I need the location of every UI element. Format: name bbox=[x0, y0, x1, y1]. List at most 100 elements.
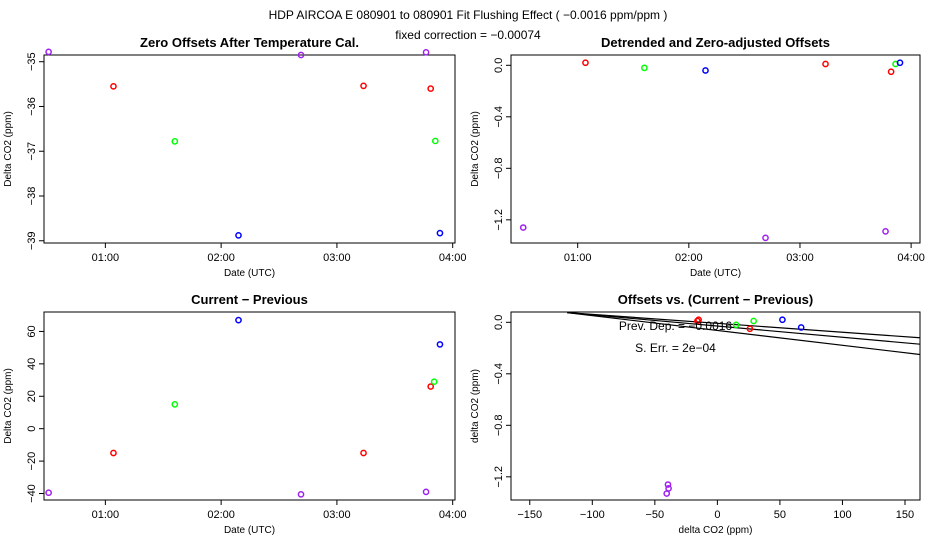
fit-line bbox=[567, 312, 920, 345]
x-axis-label: Date (UTC) bbox=[224, 268, 275, 279]
chart-current-previous: Current − Previous 01:00 02:00 03:00 04:00 60… bbox=[3, 292, 466, 536]
y-tick-label: 20 bbox=[26, 390, 38, 402]
y-tick-label: 60 bbox=[26, 325, 38, 337]
y-axis-label: delta CO2 (ppm) bbox=[470, 369, 481, 443]
data-point-purple bbox=[665, 485, 672, 492]
y-tick-label: 0.0 bbox=[493, 315, 505, 330]
chart-title: Detrended and Zero-adjusted Offsets bbox=[601, 35, 830, 50]
data-point-blue bbox=[779, 316, 786, 324]
x-tick-label: 150 bbox=[896, 509, 914, 521]
plot-frame bbox=[43, 311, 456, 501]
x-tick-label: 04:00 bbox=[439, 509, 467, 521]
x-tick-label: 03:00 bbox=[786, 252, 814, 264]
x-tick-label: 0 bbox=[714, 509, 720, 521]
y-tick-label: −40 bbox=[26, 484, 38, 503]
data-point-purple bbox=[422, 48, 430, 56]
data-point-red bbox=[360, 82, 367, 90]
data-point-red bbox=[694, 317, 701, 325]
data-point-blue bbox=[436, 341, 444, 348]
data-point-purple bbox=[422, 488, 430, 496]
x-tick-label: 50 bbox=[774, 509, 786, 521]
y-tick-label: −20 bbox=[26, 452, 38, 471]
data-point-red bbox=[887, 68, 895, 76]
x-axis-label: delta CO2 (ppm) bbox=[679, 525, 753, 536]
x-tick-label: −50 bbox=[646, 509, 665, 521]
data-point-red bbox=[822, 60, 829, 68]
x-tick-label: 02:00 bbox=[207, 252, 235, 264]
data-point-red bbox=[746, 325, 754, 333]
x-tick-label: 03:00 bbox=[323, 252, 351, 264]
data-point-blue bbox=[702, 67, 709, 74]
data-point-green bbox=[641, 64, 648, 72]
data-point-red bbox=[582, 59, 589, 67]
x-axis-label: Date (UTC) bbox=[690, 268, 741, 279]
plot-frame bbox=[43, 54, 456, 244]
figure-title: HDP AIRCOA E 080901 to 080901 Fit Flushi… bbox=[269, 8, 668, 22]
data-layer bbox=[567, 312, 920, 356]
x-tick-label: 01:00 bbox=[564, 252, 592, 264]
y-tick-label: −0.8 bbox=[493, 157, 505, 179]
data-point-green bbox=[171, 138, 179, 145]
x-tick-label: 01:00 bbox=[92, 509, 120, 521]
x-tick-label: 100 bbox=[833, 509, 851, 521]
chart-offsets-vs-diff: Offsets vs. (Current − Previous) −150 −100… bbox=[470, 292, 921, 536]
data-point-purple bbox=[45, 48, 52, 56]
data-point-green bbox=[431, 137, 439, 145]
y-axis-label: Delta CO2 (ppm) bbox=[470, 111, 481, 187]
data-point-blue bbox=[235, 232, 242, 239]
y-tick-label: 0.0 bbox=[493, 58, 505, 73]
y-tick-label: −0.4 bbox=[493, 363, 505, 385]
data-point-red bbox=[427, 383, 435, 390]
data-point-purple bbox=[297, 51, 305, 59]
x-tick-label: 02:00 bbox=[207, 509, 235, 521]
fit-line bbox=[567, 312, 920, 339]
x-tick-label: 04:00 bbox=[439, 252, 467, 264]
data-point-purple bbox=[664, 481, 672, 488]
chart-detrended: Detrended and Zero-adjusted Offsets 01:00… bbox=[470, 35, 925, 279]
data-point-purple bbox=[762, 234, 769, 242]
chart-zero-offsets: Zero Offsets After Temperature Cal. 01:00… bbox=[3, 35, 466, 279]
data-point-red bbox=[695, 316, 702, 324]
chart-title: Zero Offsets After Temperature Cal. bbox=[140, 35, 359, 50]
data-point-purple bbox=[882, 228, 889, 235]
chart-title: Current − Previous bbox=[191, 292, 308, 307]
y-tick-label: −0.4 bbox=[493, 106, 505, 128]
fit-annotation: Prev. Dep. = −0.0016 bbox=[619, 319, 733, 333]
data-point-blue bbox=[797, 324, 805, 331]
data-point-blue bbox=[436, 229, 444, 237]
y-tick-label: 0 bbox=[26, 426, 38, 432]
data-point-green bbox=[732, 321, 740, 329]
data-point-purple bbox=[45, 489, 52, 497]
data-point-purple bbox=[519, 224, 527, 231]
y-tick-label: 40 bbox=[26, 358, 38, 370]
data-point-blue bbox=[896, 59, 904, 67]
data-point-purple bbox=[297, 490, 305, 498]
x-tick-label: 02:00 bbox=[675, 252, 703, 264]
x-tick-label: −150 bbox=[517, 509, 542, 521]
y-tick-label: −39 bbox=[26, 231, 38, 250]
y-tick-label: −36 bbox=[26, 97, 38, 116]
x-tick-label: 01:00 bbox=[92, 252, 120, 264]
data-point-green bbox=[171, 401, 179, 408]
y-axis-label: Delta CO2 (ppm) bbox=[3, 368, 14, 444]
data-point-green bbox=[750, 317, 757, 325]
data-point-blue bbox=[235, 316, 242, 324]
y-tick-label: −1.2 bbox=[493, 209, 505, 231]
x-tick-label: −100 bbox=[580, 509, 605, 521]
data-point-green bbox=[430, 378, 438, 386]
plot-frame bbox=[510, 54, 921, 244]
y-axis-label: Delta CO2 (ppm) bbox=[3, 111, 14, 187]
fit-line bbox=[567, 312, 920, 356]
y-tick-label: −1.2 bbox=[493, 466, 505, 488]
plot-frame bbox=[510, 311, 921, 501]
data-point-red bbox=[110, 82, 117, 90]
data-point-red bbox=[360, 449, 367, 457]
chart-title: Offsets vs. (Current − Previous) bbox=[618, 292, 813, 307]
y-tick-label: −37 bbox=[26, 142, 38, 161]
x-tick-label: 03:00 bbox=[323, 509, 351, 521]
y-tick-label: −0.8 bbox=[493, 414, 505, 436]
x-axis-label: Date (UTC) bbox=[224, 525, 275, 536]
y-tick-label: −38 bbox=[26, 187, 38, 206]
